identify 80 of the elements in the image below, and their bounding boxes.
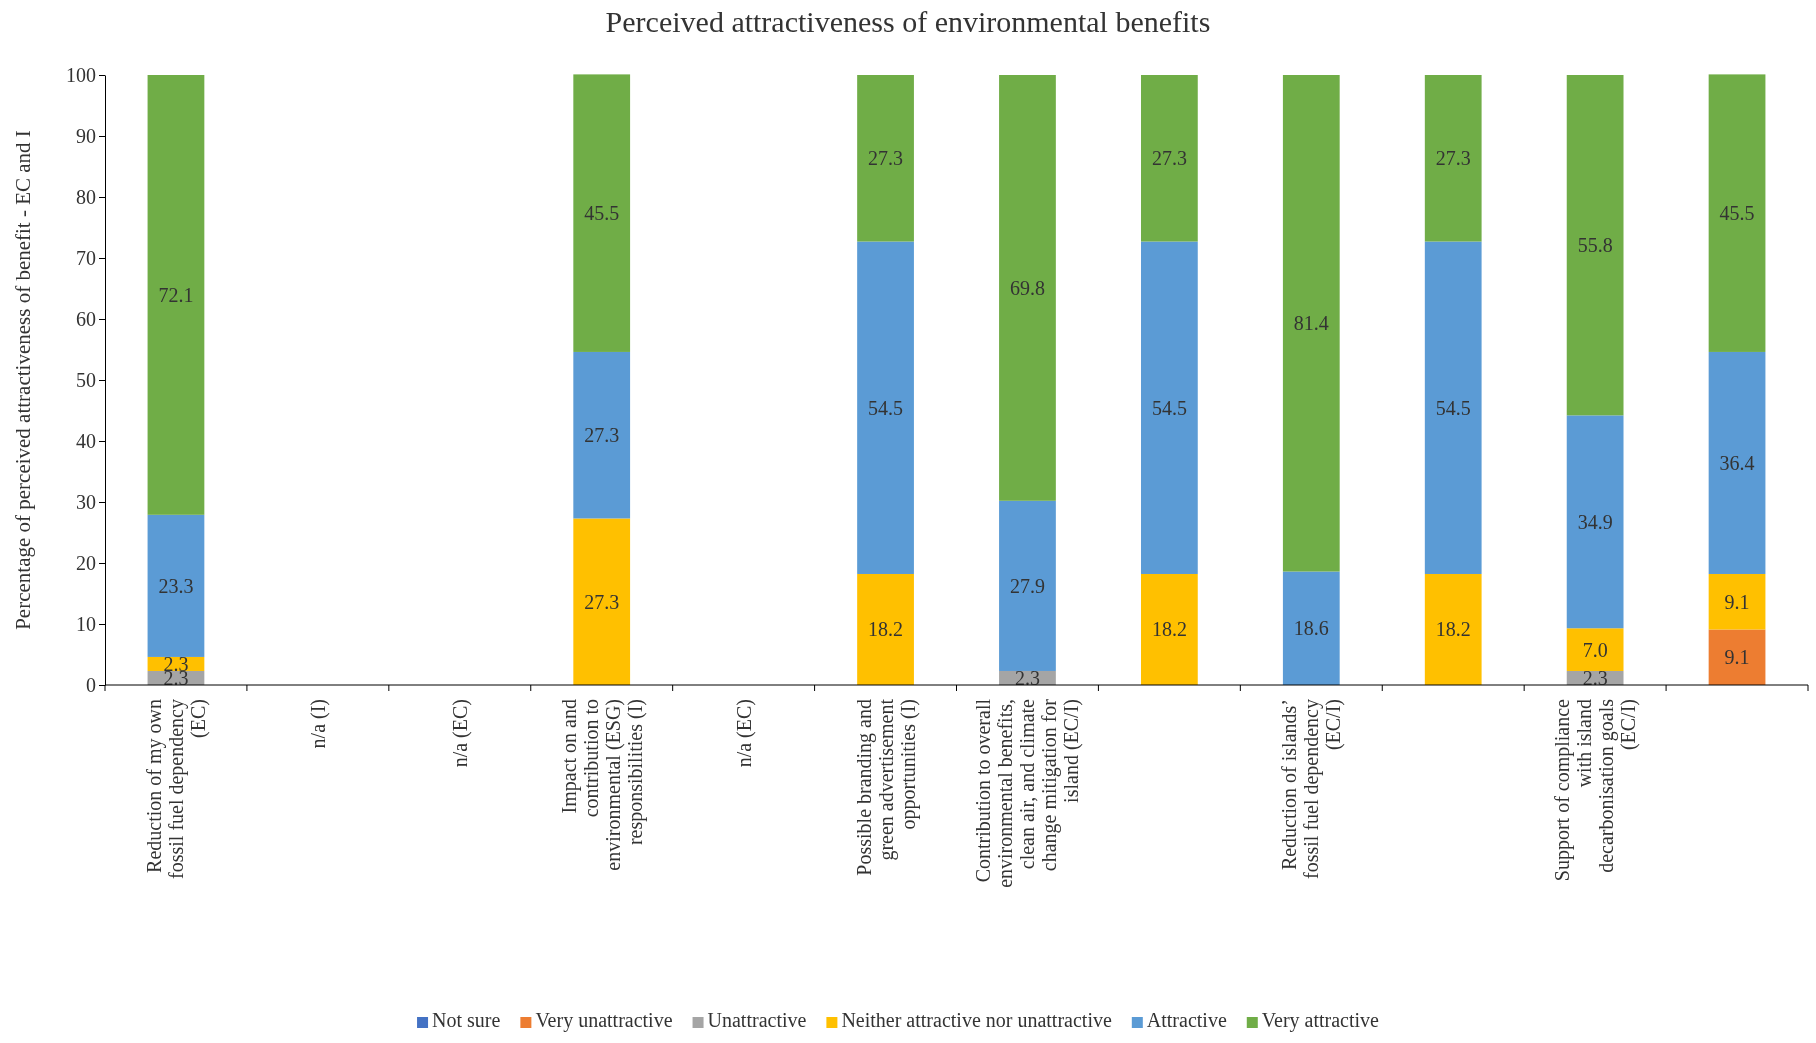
bar <box>573 74 631 352</box>
x-tick-label: Reduction of islands’ fossil fuel dependency (EC/I) <box>1278 699 1346 879</box>
bar <box>1140 75 1198 242</box>
data-label: 23.3 <box>158 574 194 597</box>
data-label: 27.3 <box>1151 147 1187 170</box>
legend-label: Not sure <box>432 1009 501 1031</box>
data-label: 54.5 <box>868 396 904 419</box>
data-label: 54.5 <box>1435 396 1471 419</box>
data-label: 27.3 <box>584 590 620 613</box>
x-tick-label: n/a (EC) <box>732 699 756 768</box>
y-tick-label: 80 <box>76 185 96 208</box>
data-label: 27.3 <box>868 147 904 170</box>
legend-label: Neither attractive nor unattractive <box>841 1009 1112 1031</box>
x-tick-label: Possible branding and green advertisement opportunities (I) <box>852 698 920 876</box>
bar <box>1282 75 1340 572</box>
x-tick-label: Impact on and contribution to environmental (ESG) responsibilities (I) <box>557 699 647 871</box>
bar <box>1424 241 1482 574</box>
y-tick-label: 100 <box>66 63 96 86</box>
y-tick-label: 60 <box>76 307 96 330</box>
bar <box>857 75 914 242</box>
data-label: 27.3 <box>1435 147 1471 170</box>
bar <box>1140 573 1198 685</box>
data-label: 18.2 <box>1435 618 1471 641</box>
bar <box>573 351 631 519</box>
bar <box>147 514 205 657</box>
bar <box>1566 75 1624 416</box>
data-label: 45.5 <box>1719 202 1755 225</box>
data-label: 54.5 <box>1151 396 1187 419</box>
bar <box>1566 415 1624 629</box>
y-tick-label: 10 <box>76 612 96 635</box>
legend-label: Unattractive <box>707 1009 807 1031</box>
y-tick-label: 30 <box>76 490 96 513</box>
data-label: 2.3 <box>1014 666 1040 689</box>
chart-title: Perceived attractiveness of environmental benefits <box>605 5 1211 38</box>
bar <box>857 573 914 685</box>
bar <box>1282 571 1340 685</box>
data-label: 45.5 <box>584 202 620 225</box>
bar <box>1708 74 1766 352</box>
y-tick-label: 20 <box>76 551 96 574</box>
bar <box>1424 75 1482 242</box>
x-tick-label: n/a (EC) <box>448 699 472 768</box>
data-label: 55.8 <box>1577 234 1613 257</box>
y-tick-label: 40 <box>76 429 96 452</box>
data-label: 69.8 <box>1009 276 1045 299</box>
bar <box>857 241 914 574</box>
data-label: 27.3 <box>584 424 620 447</box>
data-label: 72.1 <box>158 283 194 306</box>
bar <box>1708 629 1766 685</box>
data-label: 9.1 <box>1724 590 1750 613</box>
bar <box>1424 573 1482 685</box>
data-label: 18.6 <box>1293 617 1329 640</box>
x-tick-label: Support of compliance with island decarbonisation goals (EC/I) <box>1551 698 1641 882</box>
bar <box>573 518 631 685</box>
data-label: 81.4 <box>1293 312 1329 335</box>
bar <box>999 500 1056 671</box>
legend-label: Very unattractive <box>535 1009 673 1032</box>
data-label: 34.9 <box>1577 510 1613 533</box>
bar <box>1140 241 1198 574</box>
x-tick-label: n/a (I) <box>306 699 330 749</box>
legend-label: Very attractive <box>1261 1009 1380 1032</box>
y-tick-label: 50 <box>76 368 96 391</box>
data-label: 2.3 <box>1582 666 1608 689</box>
bar <box>147 75 205 515</box>
data-label: 36.4 <box>1719 451 1755 474</box>
y-axis-title: Percentage of perceived attractiveness of benefit - EC and I <box>11 130 35 630</box>
legend-label: Attractive <box>1146 1009 1227 1031</box>
data-label: 18.2 <box>1151 618 1187 641</box>
y-tick-label: 90 <box>76 124 96 147</box>
x-tick-label: Contribution to overall environmental benefits, clean air, and climate change mitigation for island (EC/I) <box>972 698 1084 888</box>
data-label: 9.1 <box>1724 646 1750 669</box>
y-tick-label: 0 <box>86 673 96 696</box>
bar <box>1708 351 1766 574</box>
y-tick-label: 70 <box>76 246 96 269</box>
bar <box>1708 573 1766 630</box>
data-label: 18.2 <box>868 618 904 641</box>
x-tick-label: Reduction of my own fossil fuel dependency (EC) <box>142 699 210 879</box>
bar <box>1566 628 1624 671</box>
data-label: 7.0 <box>1582 638 1608 661</box>
data-label: 27.9 <box>1009 574 1045 597</box>
bar <box>999 75 1056 501</box>
